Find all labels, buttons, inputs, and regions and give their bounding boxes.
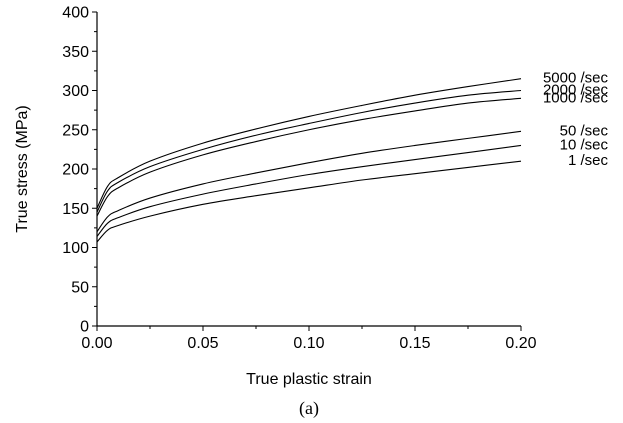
series-line	[96, 78, 522, 209]
x-axis-title: True plastic strain	[246, 371, 372, 388]
y-tick-label: 0	[80, 319, 89, 336]
series-line	[96, 97, 522, 217]
y-tick-label: 50	[71, 279, 89, 296]
major-ticks	[92, 11, 522, 331]
x-tick-label: 0.10	[293, 335, 324, 352]
series-label: 5000 /sec	[543, 70, 609, 87]
x-tick-label: 0.15	[399, 335, 430, 352]
series-label: 10 /sec	[560, 136, 609, 153]
y-tick-label: 300	[62, 83, 89, 100]
series-label: 2000 /sec	[543, 82, 609, 99]
y-tick-label: 350	[62, 44, 89, 61]
series-line	[96, 130, 522, 233]
y-tick-label: 200	[62, 162, 89, 179]
series-curves	[96, 78, 522, 243]
y-tick-label: 150	[62, 201, 89, 218]
y-tick-label: 400	[62, 5, 89, 22]
x-tick-label: 0.05	[187, 335, 218, 352]
figure-caption: (a)	[299, 398, 319, 419]
x-tick-label: 0.00	[81, 335, 112, 352]
series-line	[96, 144, 522, 237]
series-label: 1 /sec	[568, 152, 609, 169]
series-line	[96, 160, 522, 243]
y-tick-label: 100	[62, 240, 89, 257]
tick-labels: 0 50 100 150 200 250 300 350 400 0.00 0.05 0.10 0.15…	[62, 5, 536, 353]
x-tick-label: 0.20	[505, 335, 536, 352]
y-axis-title: True stress (MPa)	[14, 105, 31, 232]
minor-ticks	[94, 31, 469, 329]
y-tick-label: 250	[62, 122, 89, 139]
series-label: 50 /sec	[560, 122, 609, 139]
series-label: 1000 /sec	[543, 89, 609, 106]
series-line	[96, 89, 522, 213]
